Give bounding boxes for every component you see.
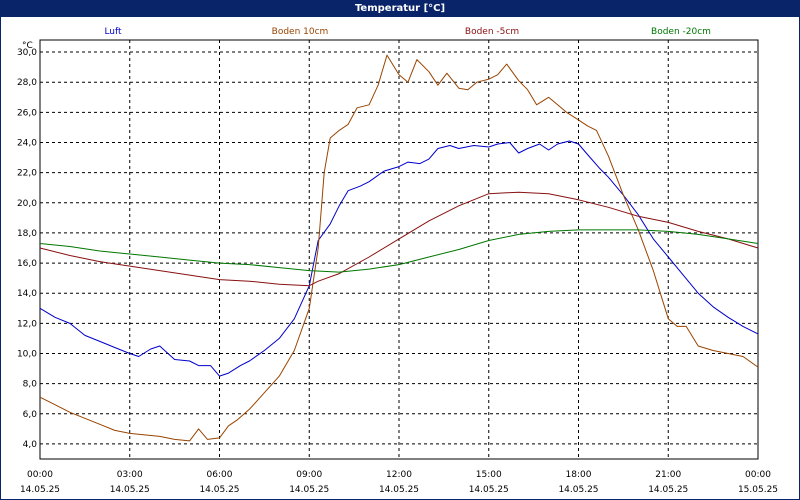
y-tick-label: 6,0 (23, 410, 38, 420)
y-tick-label: 26,0 (17, 108, 37, 118)
chart-title: Temperatur [°C] (1, 1, 799, 17)
x-tick-time: 06:00 (207, 470, 233, 480)
x-tick-date: 14.05.25 (20, 485, 60, 495)
series-line-1 (39, 54, 759, 442)
y-tick-label: 18,0 (17, 229, 37, 239)
y-tick-label: 24,0 (17, 138, 37, 148)
x-tick-date: 15.05.25 (738, 485, 778, 495)
x-tick-time: 12:00 (386, 470, 412, 480)
grid (40, 40, 758, 459)
x-tick-date: 14.05.25 (558, 485, 598, 495)
legend-entry: Boden 10cm (272, 27, 329, 37)
y-tick-label: 16,0 (17, 259, 37, 269)
x-tick-time: 00:00 (27, 470, 53, 480)
y-tick-label: 4,0 (23, 440, 38, 450)
series-layer (39, 54, 759, 442)
legend-entry: Luft (104, 27, 122, 37)
x-tick-time: 21:00 (655, 470, 681, 480)
series-line-0 (39, 140, 759, 377)
plot-border (39, 39, 759, 460)
x-tick-date: 14.05.25 (110, 485, 150, 495)
axis-labels: °C 30,0 28,0 26,0 24,0 22,0 20,0 18,0 16,0 14,0 1… (17, 41, 778, 495)
x-tick-date: 14.05.25 (379, 485, 419, 495)
series-line-3 (39, 229, 759, 273)
y-tick-label: 12,0 (17, 319, 37, 329)
y-tick-label: 14,0 (17, 289, 37, 299)
x-tick-date: 14.05.25 (648, 485, 688, 495)
x-tick-time: 18:00 (566, 470, 592, 480)
x-tick-date: 14.05.25 (469, 485, 509, 495)
y-tick-label: 28,0 (17, 78, 37, 88)
x-tick-date: 14.05.25 (289, 485, 329, 495)
y-tick-label: 20,0 (17, 199, 37, 209)
x-tick-time: 09:00 (296, 470, 322, 480)
y-tick-label: 30,0 (17, 48, 37, 58)
y-tick-label: 8,0 (23, 380, 38, 390)
x-tick-time: 15:00 (476, 470, 502, 480)
x-tick-time: 00:00 (745, 470, 771, 480)
y-axis-unit: °C (22, 41, 33, 51)
legend-entry: Boden -5cm (465, 27, 519, 37)
y-tick-label: 22,0 (17, 169, 37, 179)
x-tick-date: 14.05.25 (199, 485, 239, 495)
series-line-2 (39, 191, 759, 287)
legend: Luft Boden 10cm Boden -5cm Boden -20cm (104, 27, 711, 37)
x-tick-time: 03:00 (117, 470, 143, 480)
legend-entry: Boden -20cm (651, 27, 711, 37)
y-tick-label: 10,0 (17, 349, 37, 359)
